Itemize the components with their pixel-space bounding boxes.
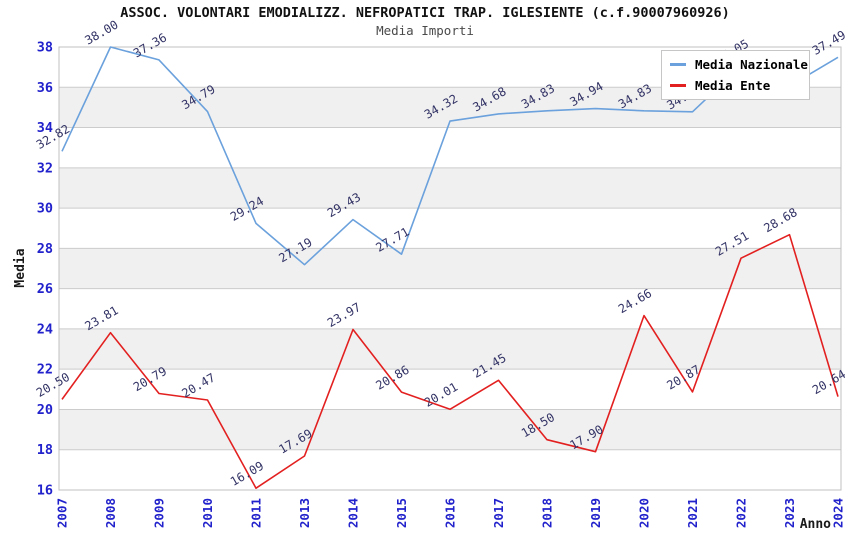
x-axis-title: Anno <box>800 517 831 532</box>
y-tick-label: 26 <box>37 281 53 297</box>
x-tick-label: 2024 <box>831 498 846 528</box>
y-tick-label: 28 <box>37 241 53 257</box>
chart-subtitle: Media Importi <box>376 23 474 38</box>
x-tick-label: 2016 <box>443 498 458 528</box>
media-ente-line-swatch-icon <box>670 84 686 87</box>
x-tick-label: 2015 <box>394 498 409 528</box>
x-tick-label: 2009 <box>152 498 167 528</box>
media-nazionale-point-label: 38.00 <box>82 17 120 47</box>
x-tick-label: 2022 <box>734 498 749 528</box>
x-tick-label: 2008 <box>103 498 118 528</box>
y-tick-label: 18 <box>37 442 53 458</box>
x-tick-label: 2014 <box>346 498 361 528</box>
legend-item-media-nazionale: Media Nazionale <box>670 57 808 72</box>
plot-band <box>59 328 841 370</box>
media-ente-point-label: 23.97 <box>325 300 363 330</box>
y-tick-label: 38 <box>37 40 53 56</box>
x-tick-label: 2021 <box>685 498 700 528</box>
x-tick-label: 2010 <box>200 498 215 528</box>
y-tick-label: 20 <box>37 402 53 418</box>
media-nazionale-line-swatch-icon <box>670 63 686 66</box>
plot-band <box>59 167 841 209</box>
plot-band <box>59 409 841 450</box>
x-tick-label: 2007 <box>55 498 70 528</box>
y-tick-label: 16 <box>37 483 53 499</box>
x-tick-label: 2017 <box>491 498 506 528</box>
media-nazionale-point-label: 37.49 <box>810 28 848 58</box>
x-tick-label: 2020 <box>637 498 652 528</box>
media-ente-point-label: 16.09 <box>228 459 266 489</box>
legend-label: Media Ente <box>695 78 771 93</box>
y-tick-label: 34 <box>37 120 53 136</box>
x-tick-label: 2013 <box>297 498 312 528</box>
legend-label: Media Nazionale <box>695 57 808 72</box>
plot-border <box>58 46 842 491</box>
y-tick-label: 30 <box>37 201 53 217</box>
legend: Media Nazionale Media Ente <box>661 50 810 100</box>
x-tick-label: 2019 <box>588 498 603 528</box>
x-tick-label: 2018 <box>540 498 555 528</box>
chart-title: ASSOC. VOLONTARI EMODIALIZZ. NEFROPATICI… <box>120 5 730 21</box>
media-nazionale-point-label: 37.36 <box>131 30 169 60</box>
y-tick-label: 36 <box>37 80 53 96</box>
y-tick-label: 24 <box>37 321 53 337</box>
media-ente-point-label: 20.64 <box>810 367 848 397</box>
media-ente-point-label: 28.68 <box>761 205 799 235</box>
media-ente-line <box>61 233 839 490</box>
y-tick-label: 22 <box>37 362 53 378</box>
media-ente-point-label: 24.66 <box>616 286 654 316</box>
plot-band <box>59 248 841 289</box>
media-ente-point-label: 20.47 <box>179 370 217 400</box>
y-tick-label: 32 <box>37 160 53 176</box>
x-tick-label: 2023 <box>782 498 797 528</box>
y-axis-title: Media <box>13 248 28 287</box>
legend-item-media-ente: Media Ente <box>670 78 801 93</box>
x-tick-label: 2011 <box>249 498 264 528</box>
